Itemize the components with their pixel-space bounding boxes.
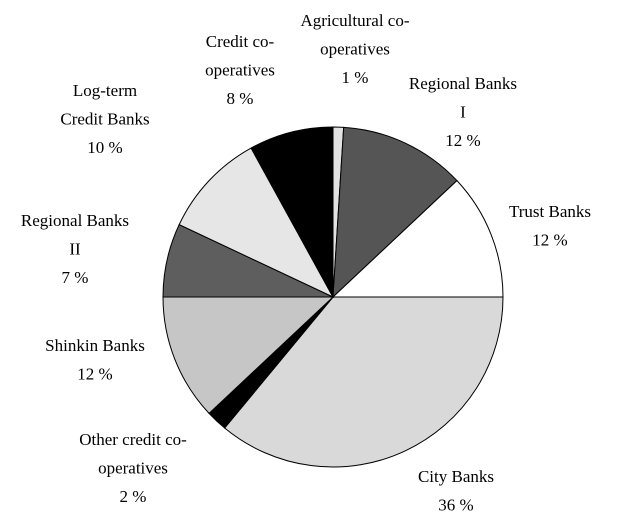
slice-label: II (69, 239, 81, 258)
pie-slice (331, 179, 504, 298)
slice-label: Trust Banks (509, 202, 591, 221)
slice-label: I (460, 102, 466, 121)
slice-label: Credit Banks (60, 109, 149, 128)
slice-label: Shinkin Banks (45, 336, 145, 355)
value-label: 10 % (87, 138, 122, 157)
pie-slice (332, 126, 458, 299)
pie-slice (178, 147, 335, 299)
slice-label: Other credit co- (79, 430, 187, 449)
value-label: 12 % (532, 230, 567, 249)
slice-label: Log-term (73, 81, 137, 100)
pie-slice (223, 296, 504, 468)
value-label: 1 % (342, 68, 369, 87)
slice-label: Regional Banks (409, 74, 517, 93)
slice-label: operatives (320, 39, 390, 58)
slice-label: Credit co- (206, 32, 275, 51)
value-label: 7 % (62, 268, 89, 287)
value-label: 2 % (120, 487, 147, 506)
pie-slice (162, 296, 335, 415)
value-label: 8 % (227, 89, 254, 108)
pie-slice (250, 126, 334, 298)
value-label: 12 % (445, 131, 480, 150)
slice-label: Agricultural co- (300, 11, 409, 30)
value-label: 36 % (438, 495, 473, 513)
slice-label: operatives (205, 60, 275, 79)
slice-label: Regional Banks (21, 211, 129, 230)
slice-label: operatives (98, 458, 168, 477)
value-label: 12 % (77, 364, 112, 383)
slice-label: City Banks (418, 467, 494, 486)
